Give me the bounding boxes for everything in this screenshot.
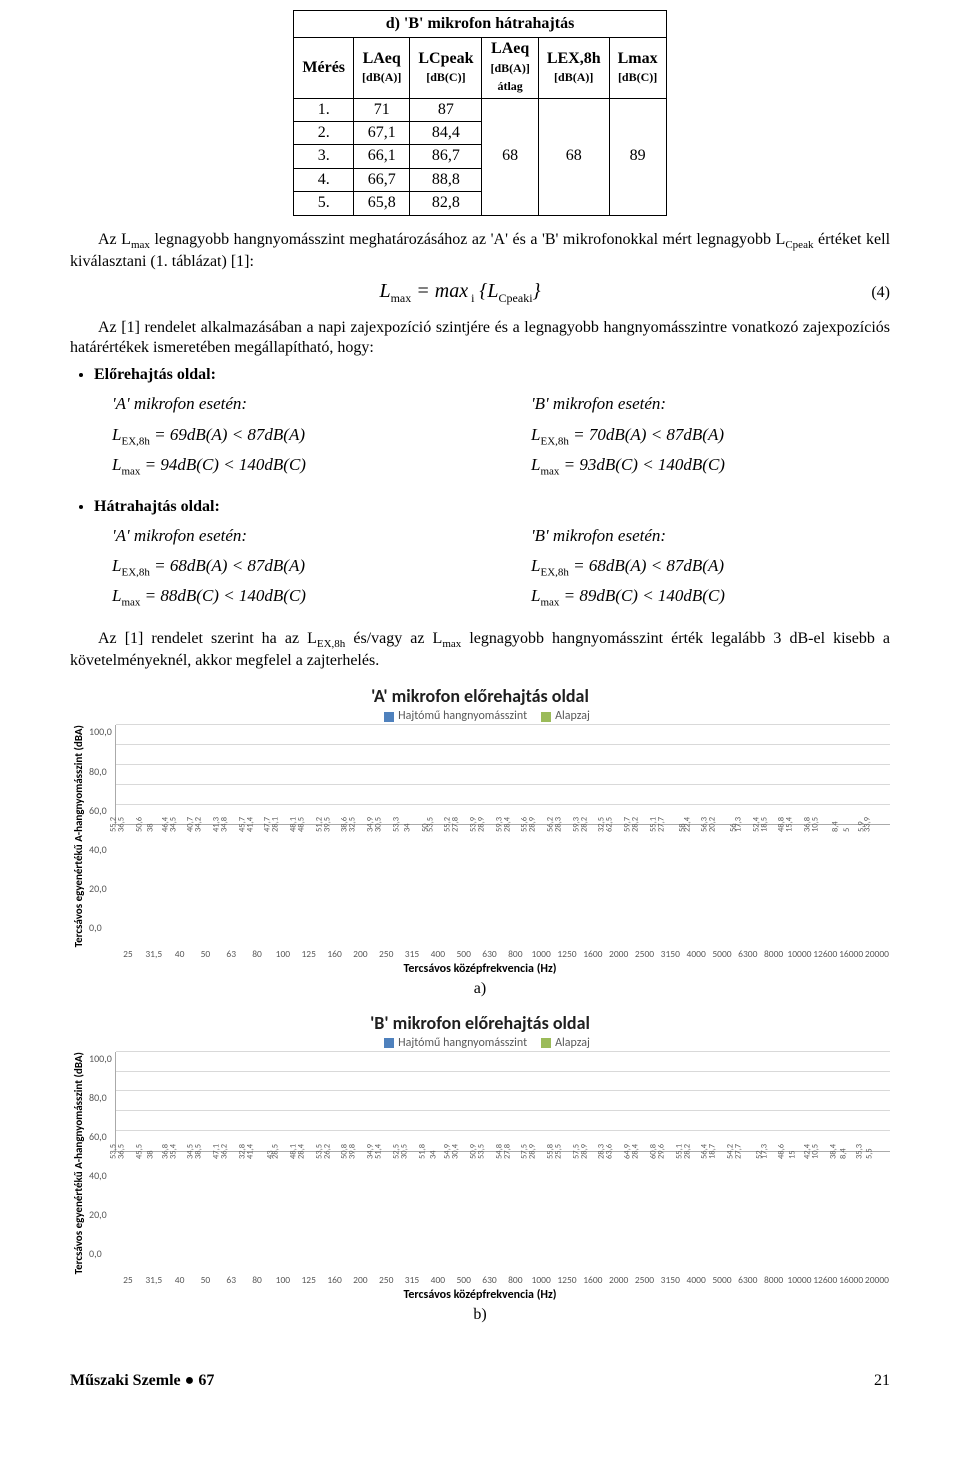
measurement-table: d) 'B' mikrofon hátrahajtás MérésLAeq[dB… xyxy=(293,10,666,216)
page-footer: Műszaki Szemle ● 67 21 xyxy=(0,1352,960,1400)
chart-legend: Hajtómű hangnyomásszintAlapzaj xyxy=(70,1036,890,1050)
chart-title: 'B' mikrofon előrehajtás oldal xyxy=(70,1012,890,1034)
paragraph-2: Az [1] rendelet alkalmazásában a napi za… xyxy=(70,318,890,358)
y-axis-ticks: 100,080,060,040,020,00,0 xyxy=(87,725,115,947)
heading-hatrahajtas: Hátrahajtás oldal: xyxy=(94,498,890,516)
x-axis-ticks: 2531,54050638010012516020025031540050063… xyxy=(115,948,890,960)
footer-page-number: 21 xyxy=(874,1372,890,1390)
chart-plot-area: 55,236,550,63846,434,540,734,241,334,845… xyxy=(115,725,890,825)
x-axis-label: Tercsávos középfrekvencia (Hz) xyxy=(70,1288,890,1302)
y-axis-label: Tercsávos egyenértékű A-hangnyomásszint … xyxy=(70,1052,87,1274)
x-axis-ticks: 2531,54050638010012516020025031540050063… xyxy=(115,1274,890,1286)
chart-title: 'A' mikrofon előrehajtás oldal xyxy=(70,685,890,707)
chart-legend: Hajtómű hangnyomásszintAlapzaj xyxy=(70,709,890,723)
table-row: 1.7187686889 xyxy=(294,98,666,121)
hatrahajtas-values: 'A' mikrofon esetén:LEX,8h = 68dB(A) < 8… xyxy=(112,522,890,613)
equation-4: Lmax = max i {LCpeaki} (4) xyxy=(70,280,890,306)
paragraph-1: Az Lmax legnagyobb hangnyomásszint megha… xyxy=(70,230,890,273)
figure-label-b: b) xyxy=(70,1306,890,1324)
footer-journal: Műszaki Szemle ● 67 xyxy=(70,1372,214,1390)
y-axis-ticks: 100,080,060,040,020,00,0 xyxy=(87,1052,115,1274)
paragraph-3: Az [1] rendelet szerint ha az LEX,8h és/… xyxy=(70,629,890,672)
figure-label-a: a) xyxy=(70,980,890,998)
chart-b: 'B' mikrofon előrehajtás oldal Hajtómű ha… xyxy=(70,1012,890,1302)
x-axis-label: Tercsávos középfrekvencia (Hz) xyxy=(70,962,890,976)
heading-elorehajtas: Előrehajtás oldal: xyxy=(94,366,890,384)
chart-plot-area: 53,536,545,53836,835,434,538,547,136,232… xyxy=(115,1052,890,1152)
table-title: d) 'B' mikrofon hátrahajtás xyxy=(294,11,666,38)
elorehajtas-values: 'A' mikrofon esetén:LEX,8h = 69dB(A) < 8… xyxy=(112,390,890,481)
chart-a: 'A' mikrofon előrehajtás oldal Hajtómű ha… xyxy=(70,685,890,975)
y-axis-label: Tercsávos egyenértékű A-hangnyomásszint … xyxy=(70,725,87,947)
